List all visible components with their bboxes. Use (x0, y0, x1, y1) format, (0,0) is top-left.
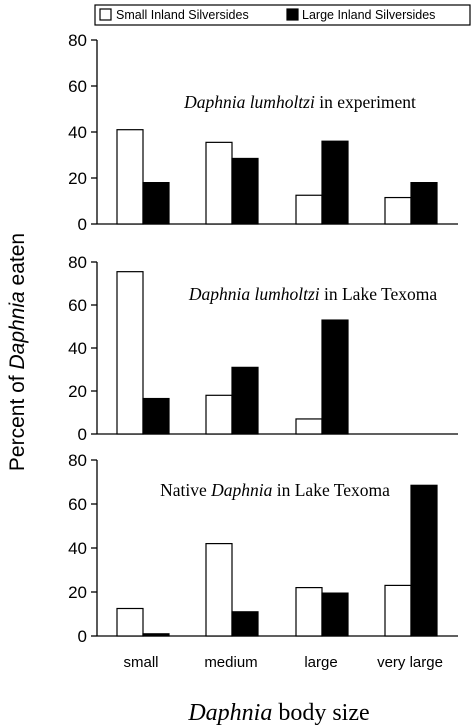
bar-small-silversides-large (295, 194, 323, 225)
y-tick-label: 0 (78, 627, 87, 646)
panel-title-experiment: Daphnia lumholtzi in experiment (183, 92, 416, 112)
x-axis-label: Daphnia body size (187, 700, 369, 726)
y-tick-label: 40 (68, 339, 87, 358)
legend-label-large: Large Inland Silversides (302, 8, 435, 22)
bar-small-silversides-large (295, 418, 323, 435)
bar-large-silversides-large (321, 592, 349, 637)
x-tick-label-very-large: very large (377, 654, 443, 671)
y-tick-label: 60 (68, 77, 87, 96)
y-tick-label: 60 (68, 495, 87, 514)
bar-small-silversides-medium (205, 141, 233, 225)
y-tick-label: 40 (68, 123, 87, 142)
bar-large-silversides-small (142, 397, 170, 435)
y-tick-label: 60 (68, 296, 87, 315)
y-tick-label: 80 (68, 31, 87, 50)
bar-small-silversides-medium (205, 542, 233, 637)
panel-title-native-daphnia: Native Daphnia in Lake Texoma (160, 480, 390, 500)
bar-small-silversides-small (116, 271, 144, 435)
y-tick-label: 0 (78, 425, 87, 444)
y-tick-label: 40 (68, 539, 87, 558)
y-tick-label: 80 (68, 253, 87, 272)
legend-swatch-large (286, 8, 299, 21)
bar-small-silversides-very-large (384, 196, 412, 225)
y-axis-label: Percent of Daphnia eaten (6, 233, 29, 471)
bar-small-silversides-small (116, 129, 144, 225)
bar-large-silversides-medium (231, 157, 259, 225)
bar-large-silversides-large (321, 140, 349, 225)
y-tick-label: 0 (78, 215, 87, 234)
x-tick-labels: small medium large very large (123, 654, 442, 671)
y-tick-label: 20 (68, 382, 87, 401)
bar-small-silversides-medium (205, 394, 233, 435)
panel-native-daphnia: Native Daphnia in Lake Texoma 0 20 40 60 80 (68, 451, 458, 646)
y-tick-label: 20 (68, 583, 87, 602)
bar-large-silversides-small (142, 182, 170, 225)
panel-title-lake-texoma-lumholtzi: Daphnia lumholtzi in Lake Texoma (188, 284, 438, 304)
bar-small-silversides-large (295, 586, 323, 637)
panel-experiment: Daphnia lumholtzi in experiment 0 20 40 60 8… (68, 31, 458, 234)
bar-large-silversides-medium (231, 366, 259, 435)
legend-box (94, 4, 471, 26)
x-tick-label-medium: medium (204, 654, 257, 671)
legend: Small Inland Silversides Large Inland Si… (94, 4, 471, 26)
bar-large-silversides-very-large (410, 484, 438, 637)
y-tick-label: 80 (68, 451, 87, 470)
bar-small-silversides-small (116, 607, 144, 637)
y-tick-label: 20 (68, 169, 87, 188)
bar-small-silversides-very-large (384, 584, 412, 637)
bar-large-silversides-small (142, 633, 170, 637)
x-tick-label-small: small (123, 654, 158, 671)
bar-large-silversides-medium (231, 611, 259, 637)
bar-large-silversides-very-large (410, 182, 438, 225)
bar-large-silversides-large (321, 319, 349, 435)
legend-swatch-small (99, 8, 112, 21)
panel-lake-texoma-lumholtzi: Daphnia lumholtzi in Lake Texoma 0 20 40 60… (68, 253, 458, 444)
legend-label-small: Small Inland Silversides (116, 8, 249, 22)
x-tick-label-large: large (304, 654, 337, 671)
